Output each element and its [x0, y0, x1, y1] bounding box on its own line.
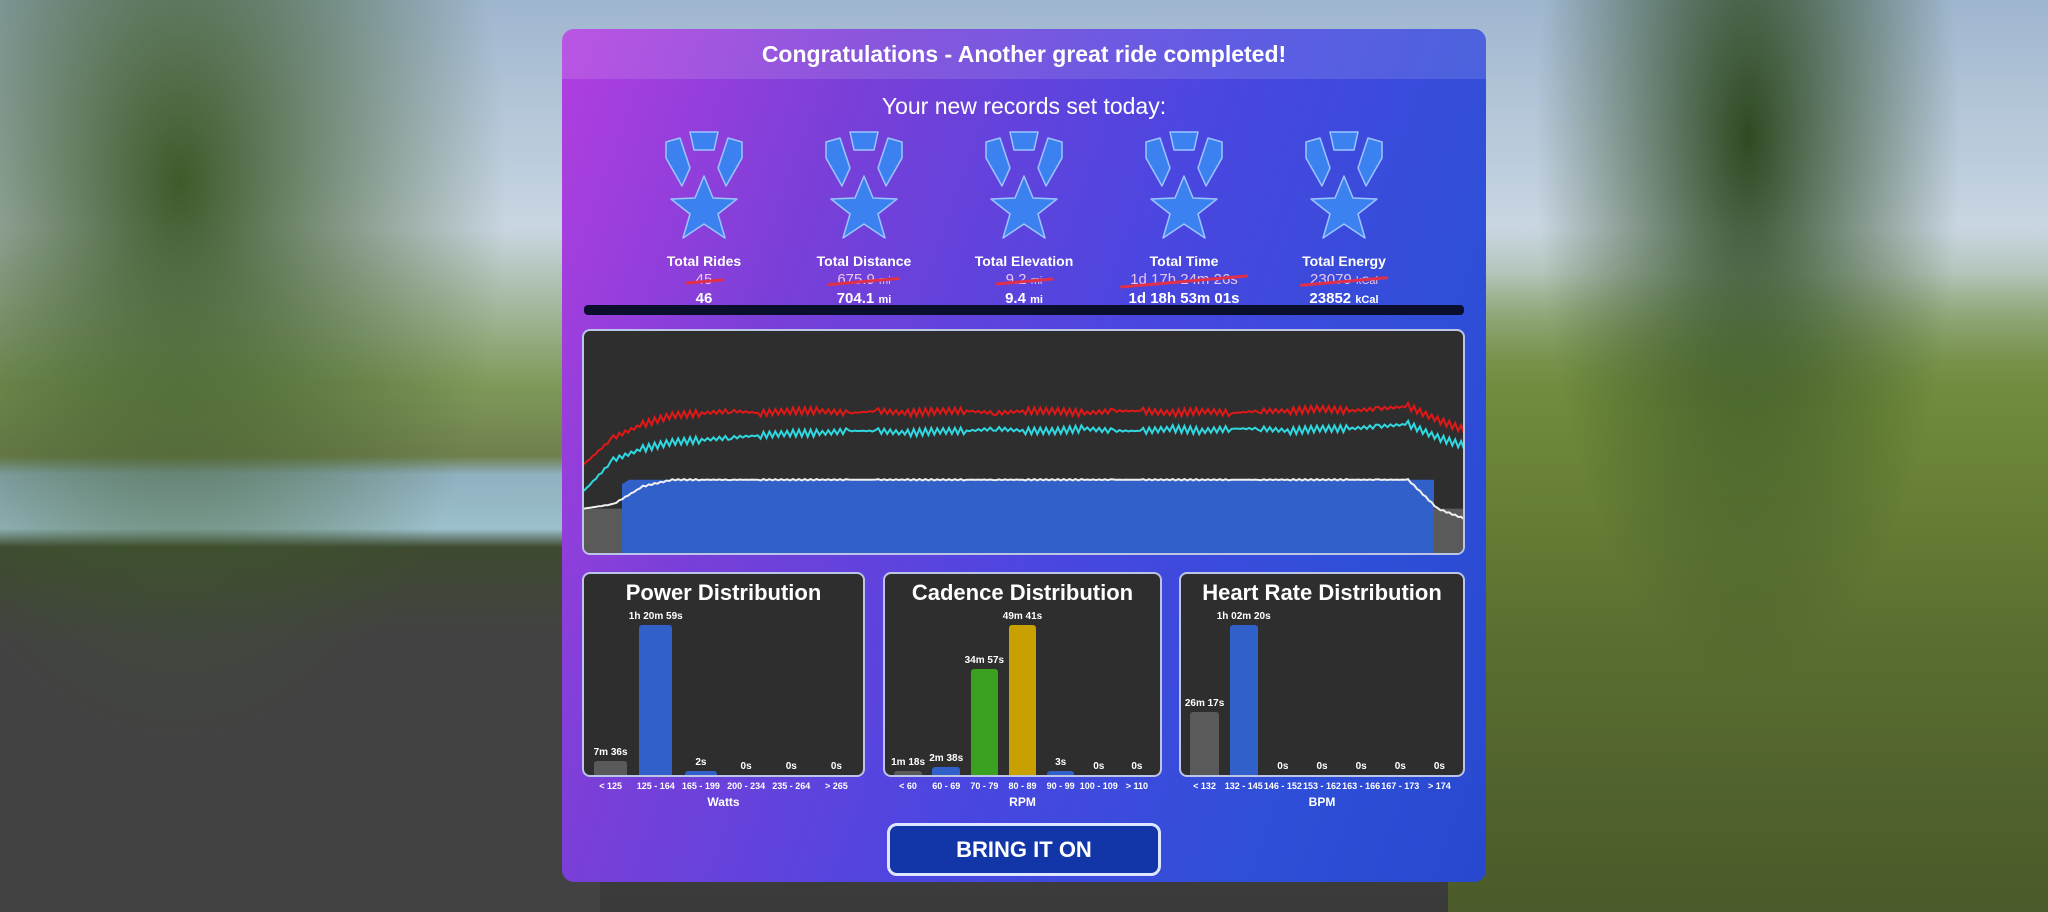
tick-label: < 60	[899, 781, 917, 791]
record-label: Total Time	[1149, 253, 1219, 269]
series-line	[584, 477, 1463, 520]
record-old-value: 23079 kCal	[1310, 271, 1378, 288]
bar-value-label: 1h 20m 59s	[628, 611, 683, 622]
record-old-value: 9.2 mi	[1005, 271, 1043, 288]
tick-label: 80 - 89	[1008, 781, 1037, 791]
record-label: Total Distance	[816, 253, 912, 269]
bar-value-label: 0s	[1277, 761, 1289, 772]
tick-label: 60 - 69	[932, 781, 961, 791]
bar-value-label: 0s	[1316, 761, 1328, 772]
medal-star-icon	[825, 131, 903, 239]
bar	[894, 771, 922, 775]
records-list: Total Rides 45 46 Total Distance 675.9 m…	[562, 128, 1486, 307]
tick-label: 153 - 162	[1302, 781, 1342, 791]
bar-value-label: 1m 18s	[891, 757, 926, 768]
record-label: Total Elevation	[974, 253, 1074, 269]
tick-label: > 110	[1125, 781, 1149, 791]
tick-label: 125 - 164	[636, 781, 675, 791]
bar-value-label: 0s	[830, 761, 842, 772]
tick-label: 200 - 234	[727, 781, 766, 791]
record-new-value: 23852 kCal	[1309, 290, 1379, 307]
bar-value-label: 1h 02m 20s	[1216, 611, 1271, 622]
ride-line-chart	[582, 329, 1465, 555]
record-label: Total Rides	[666, 253, 742, 269]
bar-value-label: 2s	[695, 757, 707, 768]
bar-value-label: 3s	[1055, 757, 1067, 768]
tick-label: 146 - 152	[1263, 781, 1302, 791]
record-new-value: 1d 18h 53m 01s	[1128, 290, 1240, 307]
record-old-value: 675.9 mi	[837, 271, 891, 288]
bar-value-label: 0s	[1394, 761, 1406, 772]
bar-value-label: 34m 57s	[964, 655, 1005, 667]
tick-label: 100 - 109	[1079, 781, 1118, 791]
record-new-value: 704.1 mi	[836, 290, 892, 307]
records-subtitle: Your new records set today:	[881, 93, 1167, 119]
bar	[639, 625, 672, 775]
bar-value-label: 0s	[740, 761, 752, 772]
tick-label: > 174	[1428, 781, 1451, 791]
background-scenery-left	[0, 0, 600, 912]
bring-it-on-button[interactable]: BRING IT ON	[887, 823, 1161, 876]
bar	[970, 669, 999, 775]
bar	[1046, 771, 1075, 775]
bar-value-label: 0s	[1355, 761, 1367, 772]
bar-value-label: 0s	[1433, 761, 1445, 772]
tick-label: > 265	[825, 781, 848, 791]
record-item: Total Energy 23079 kCal 23852 kCal	[1264, 128, 1424, 307]
chart-title: Heart Rate Distribution	[1202, 580, 1442, 605]
record-new-value: 46	[695, 290, 713, 307]
main-area	[622, 479, 1434, 553]
medal-star-icon	[1145, 131, 1223, 239]
background-scenery-right	[1448, 0, 2048, 912]
tick-label: < 125	[599, 781, 622, 791]
tick-label: 132 - 145	[1224, 781, 1263, 791]
bar	[684, 771, 718, 775]
axis-label: Watts	[707, 795, 740, 809]
record-new-value: 9.4 mi	[1005, 290, 1043, 307]
bar-value-label: 26m 17s	[1184, 697, 1225, 709]
medal-star-icon	[985, 131, 1063, 239]
record-old-value: 1d 17h 24m 26s	[1130, 271, 1238, 288]
divider-bar	[584, 305, 1464, 315]
bar-value-label: 0s	[785, 761, 797, 772]
medal-star-icon	[665, 131, 743, 239]
chart-title: Power Distribution	[625, 580, 822, 605]
series-line	[584, 418, 1463, 492]
record-item: Total Time 1d 17h 24m 26s 1d 18h 53m 01s	[1104, 128, 1264, 307]
tick-label: < 132	[1193, 781, 1216, 791]
chart-title: Cadence Distribution	[911, 580, 1134, 605]
record-item: Total Rides 45 46	[624, 128, 784, 307]
tick-label: 167 - 173	[1381, 781, 1420, 791]
bar	[1190, 711, 1219, 775]
tick-label: 163 - 166	[1342, 781, 1381, 791]
tick-label: 70 - 79	[970, 781, 999, 791]
distribution-chart: Heart Rate Distribution 26m 17s 1h 02m 20s…	[1179, 572, 1465, 777]
bar-value-label: 0s	[1093, 761, 1105, 772]
distribution-chart: Cadence Distribution 1m 18s 2m 38s 34m 57s 4…	[883, 572, 1162, 777]
ride-summary-modal: Congratulations - Another great ride com…	[562, 29, 1486, 882]
bar-value-label: 2m 38s	[929, 753, 964, 765]
medal-star-icon	[1305, 131, 1383, 239]
bar	[1229, 625, 1258, 775]
bar	[1008, 625, 1037, 775]
record-old-value: 45	[695, 271, 713, 288]
bar-value-label: 49m 41s	[1002, 611, 1043, 622]
modal-title: Congratulations - Another great ride com…	[562, 29, 1486, 79]
bar-value-label: 0s	[1131, 761, 1143, 772]
bar-value-label: 7m 36s	[593, 746, 628, 758]
tick-label: 235 - 264	[772, 781, 811, 791]
tick-label: 165 - 199	[681, 781, 720, 791]
tick-label: 90 - 99	[1046, 781, 1075, 791]
axis-label: BPM	[1308, 795, 1336, 809]
bar	[594, 760, 627, 775]
axis-label: RPM	[1009, 795, 1036, 809]
record-label: Total Energy	[1302, 253, 1386, 269]
record-item: Total Distance 675.9 mi 704.1 mi	[784, 128, 944, 307]
bar	[932, 767, 960, 775]
record-item: Total Elevation 9.2 mi 9.4 mi	[944, 128, 1104, 307]
distribution-chart: Power Distribution 7m 36s 1h 20m 59s 2s 0s 0s…	[582, 572, 865, 777]
series-line	[584, 400, 1463, 465]
